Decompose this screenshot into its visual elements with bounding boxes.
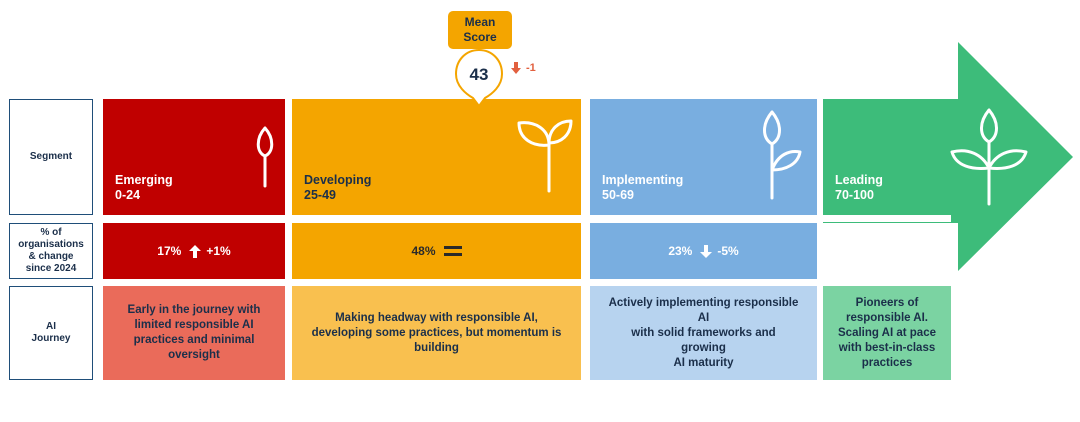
tree-plant-icon — [950, 108, 1028, 206]
mean-score-label: Mean Score — [448, 11, 512, 49]
segment-name: Emerging — [115, 173, 173, 187]
segment-range: 25-49 — [304, 188, 336, 202]
percent-leading: 12% +4% — [850, 244, 924, 258]
description-developing: Making headway with responsible AI, deve… — [292, 286, 581, 380]
mean-score-change: -1 — [511, 62, 536, 74]
percent-implementing: 23% -5% — [590, 223, 817, 279]
percent-developing: 48% — [292, 223, 581, 279]
description-implementing: Actively implementing responsible AI wit… — [590, 286, 817, 380]
leading-arrow-shape — [823, 42, 1073, 271]
segment-name: Leading — [835, 173, 883, 187]
arrow-up-icon — [882, 244, 895, 258]
mean-score-pin — [454, 48, 504, 108]
segment-name: Implementing — [602, 173, 684, 187]
description-leading: Pioneers of responsible AI. Scaling AI a… — [823, 286, 951, 380]
segment-range: 0-24 — [115, 188, 141, 202]
row-label-journey: AI Journey — [9, 286, 93, 380]
growing-plant-icon — [763, 110, 802, 200]
arrow-down-icon — [511, 62, 521, 74]
segment-developing: Developing 25-49 — [292, 99, 581, 215]
segment-range: 70-100 — [835, 188, 874, 202]
seed-plant-icon — [256, 126, 274, 188]
arrow-down-icon — [700, 244, 713, 258]
arrow-up-icon — [189, 244, 202, 258]
segment-emerging: Emerging 0-24 — [103, 99, 285, 215]
mean-score-value: 43 — [469, 65, 489, 84]
segment-leading: Leading 70-100 — [823, 99, 951, 215]
segment-range: 50-69 — [602, 188, 634, 202]
segment-name: Developing — [304, 173, 372, 187]
description-emerging: Early in the journey with limited respon… — [103, 286, 285, 380]
row-label-segment: Segment — [9, 99, 93, 215]
segment-implementing: Implementing 50-69 — [590, 99, 817, 215]
row-label-percent: % of organisations & change since 2024 — [9, 223, 93, 279]
equal-icon — [443, 246, 462, 256]
sprout-plant-icon — [517, 119, 573, 193]
percent-emerging: 17% +1% — [103, 223, 285, 279]
